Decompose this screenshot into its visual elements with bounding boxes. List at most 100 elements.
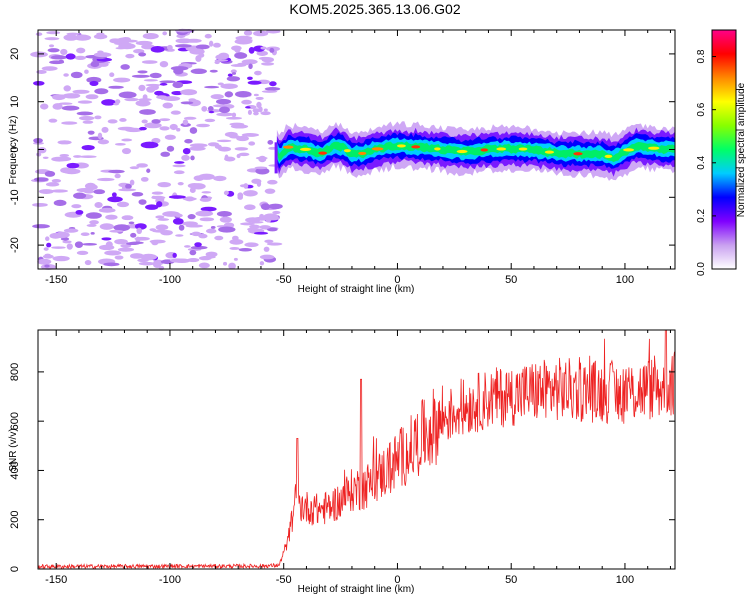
- noise-blob: [218, 226, 236, 233]
- signal-hotspot: [396, 144, 406, 148]
- noise-blob: [93, 189, 106, 195]
- noise-blob: [61, 121, 78, 125]
- noise-blob: [153, 261, 162, 269]
- noise-blob: [187, 214, 196, 220]
- noise-blob: [224, 156, 236, 162]
- snr-ylabel: SNR (v/v): [8, 428, 19, 471]
- noise-blob: [136, 227, 143, 235]
- noise-blob: [260, 46, 267, 50]
- noise-blob: [131, 74, 150, 78]
- noise-blob: [35, 32, 43, 36]
- noise-blob: [244, 242, 259, 248]
- noise-blob: [137, 258, 149, 263]
- noise-blob: [241, 99, 252, 105]
- noise-blob: [205, 251, 218, 257]
- noise-blob: [138, 86, 144, 91]
- noise-blob: [256, 50, 269, 56]
- noise-blob: [237, 62, 250, 66]
- noise-blob: [234, 147, 249, 151]
- noise-blob: [243, 183, 249, 189]
- noise-blob: [258, 155, 267, 163]
- signal-hotspot: [573, 152, 583, 156]
- colorbar-tick-label: 0.4: [696, 155, 707, 169]
- noise-blob: [231, 45, 242, 51]
- noise-blob: [104, 250, 122, 256]
- noise-blob: [30, 51, 48, 58]
- noise-blob: [41, 66, 58, 71]
- snr-xtick-label: 100: [616, 574, 634, 586]
- snr-xtick-label: 0: [394, 574, 400, 586]
- noise-blob: [258, 56, 271, 60]
- noise-blob: [48, 44, 55, 48]
- signal-onset: [274, 142, 278, 174]
- noise-blob: [141, 119, 148, 124]
- noise-blob: [223, 261, 228, 266]
- noise-blob: [269, 81, 277, 87]
- noise-blob: [247, 109, 252, 115]
- spectrogram-noise-region: [30, 28, 283, 271]
- noise-blob: [131, 192, 144, 197]
- noise-blob: [227, 73, 233, 77]
- noise-blob: [178, 224, 185, 231]
- noise-blob: [229, 246, 240, 250]
- noise-blob: [207, 105, 214, 112]
- noise-blob: [90, 232, 95, 235]
- noise-blob: [172, 164, 186, 168]
- noise-blob: [195, 44, 210, 50]
- noise-blob: [118, 91, 137, 99]
- noise-blob: [85, 94, 99, 100]
- noise-blob: [191, 231, 201, 237]
- noise-blob: [205, 228, 217, 234]
- noise-blob: [213, 175, 227, 182]
- noise-blob: [46, 31, 61, 35]
- noise-blob: [94, 115, 102, 120]
- signal-hotspot: [318, 151, 327, 155]
- noise-blob: [166, 44, 173, 51]
- noise-blob: [230, 69, 237, 74]
- noise-blob: [164, 134, 176, 140]
- noise-blob: [109, 229, 124, 233]
- colorbar-tick-label: 0.0: [696, 262, 707, 276]
- noise-blob: [216, 112, 234, 117]
- noise-blob: [189, 127, 198, 134]
- noise-blob: [182, 119, 189, 126]
- noise-blob: [166, 145, 175, 152]
- noise-blob: [142, 94, 148, 100]
- signal-hotspot: [456, 149, 468, 154]
- noise-blob: [183, 116, 197, 120]
- noise-blob: [235, 90, 252, 98]
- noise-blob: [214, 235, 224, 241]
- noise-blob: [124, 97, 139, 102]
- noise-blob: [168, 195, 186, 199]
- noise-blob: [114, 238, 128, 245]
- noise-blob: [99, 244, 115, 251]
- noise-blob: [101, 237, 112, 241]
- spectrogram-ytick-label: -10: [9, 189, 21, 205]
- noise-blob: [260, 203, 271, 210]
- noise-blob: [50, 189, 69, 193]
- noise-blob: [99, 223, 114, 230]
- noise-blob: [209, 69, 218, 73]
- noise-blob: [259, 225, 271, 230]
- noise-blob: [86, 224, 97, 227]
- noise-blob: [159, 126, 170, 131]
- spectrogram-signal-track: [274, 121, 675, 181]
- spectrogram-ytick-label: 20: [9, 48, 21, 60]
- noise-blob: [162, 31, 168, 36]
- signal-hotspot: [623, 148, 635, 152]
- noise-blob: [98, 207, 116, 213]
- spectrogram-ytick-label: 0: [9, 146, 21, 152]
- noise-blob: [63, 73, 69, 77]
- noise-blob: [85, 212, 102, 219]
- noise-blob: [53, 199, 67, 206]
- signal-hotspot: [518, 147, 528, 151]
- noise-blob: [272, 210, 281, 215]
- noise-blob: [253, 30, 269, 37]
- spectrogram-xtick-label: 50: [505, 274, 517, 286]
- signal-hotspot: [282, 145, 294, 149]
- noise-blob: [105, 214, 118, 220]
- noise-blob: [114, 142, 126, 146]
- noise-blob: [225, 116, 243, 120]
